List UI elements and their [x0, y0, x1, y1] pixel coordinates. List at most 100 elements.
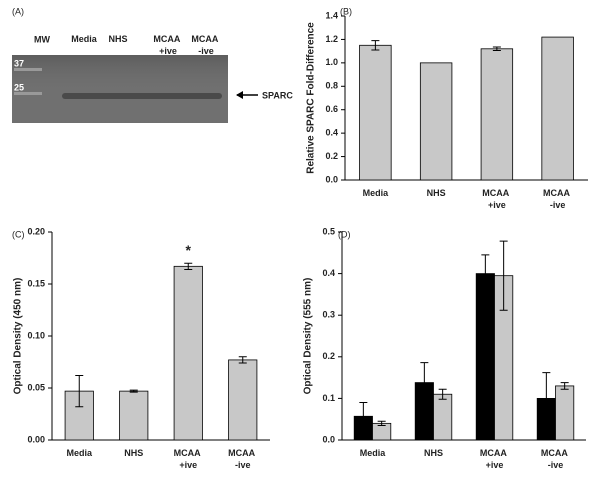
error-bar [371, 40, 380, 51]
label-line: MCAA [541, 448, 570, 458]
bar [419, 62, 453, 181]
error-bar [499, 240, 508, 311]
y-tick-label: 1.0 [325, 57, 338, 67]
error-bar [377, 420, 386, 426]
label-line: MCAA [153, 34, 182, 44]
y-tick-label: 0.00 [27, 434, 45, 444]
y-tick-label: 1.2 [325, 34, 338, 44]
error-bar [481, 254, 490, 293]
label-line: +ive [159, 46, 177, 56]
label-line: +ive [486, 460, 504, 470]
y-tick-label: 0.3 [322, 310, 335, 320]
lane-label: MCAA -ive [541, 448, 570, 470]
lane-label: MCAA +ive [482, 188, 511, 210]
panel-label: (A) [12, 6, 24, 16]
label-line: MCAA [174, 448, 203, 458]
error-bar [75, 375, 84, 408]
lane-label: Media [71, 34, 98, 44]
label-line: NHS [427, 188, 446, 198]
marker-label: 25 [14, 82, 24, 92]
error-bar [129, 389, 138, 393]
label-line: -ive [550, 200, 566, 210]
lane-label: Media [363, 188, 390, 198]
lane-label: MCAA +ive [153, 34, 182, 56]
label-line: -ive [198, 46, 214, 56]
lane-label: MCAA +ive [480, 448, 509, 470]
label-line: +ive [179, 460, 197, 470]
error-bar [438, 388, 447, 400]
y-tick-label: 0.20 [27, 226, 45, 236]
label-line: NHS [124, 448, 143, 458]
label-line: NHS [108, 34, 127, 44]
y-tick-label: 0.0 [322, 434, 335, 444]
label-line: MCAA [191, 34, 220, 44]
label-line: Media [66, 448, 93, 458]
y-tick-label: 0.8 [325, 81, 338, 91]
label-line: -ive [548, 460, 564, 470]
y-axis-title: Optical Density (450 nm) [13, 278, 24, 395]
marker-band [14, 92, 42, 95]
error-bar [492, 46, 501, 52]
lane-label: MCAA -ive [191, 34, 220, 56]
sparc-band [62, 93, 222, 99]
bar [228, 359, 258, 441]
y-tick-label: 0.05 [27, 382, 45, 392]
marker-band [14, 68, 42, 71]
label-line: Media [360, 448, 387, 458]
arrow-head [236, 91, 243, 99]
annotation: * [186, 242, 192, 258]
y-tick-label: 0.2 [322, 351, 335, 361]
label-line: +ive [488, 200, 506, 210]
y-tick-label: 0.4 [322, 268, 335, 278]
lane-label: NHS [424, 448, 443, 458]
blot-shade [12, 55, 228, 123]
band-label: SPARC [262, 90, 293, 100]
marker-header: MW [34, 34, 50, 44]
bar [475, 273, 495, 441]
error-bar [359, 402, 368, 431]
y-tick-label: 0.4 [325, 128, 338, 138]
label-line: -ive [235, 460, 251, 470]
y-tick-label: 0.6 [325, 104, 338, 114]
panel-label: (C) [12, 229, 25, 239]
label-line: Media [71, 34, 98, 44]
label-line: MCAA [228, 448, 257, 458]
lane-label: Media [360, 448, 387, 458]
error-bar [184, 262, 193, 270]
label-line: MCAA [482, 188, 511, 198]
bar [480, 48, 514, 181]
error-bar [238, 356, 247, 364]
panel-label: (B) [340, 6, 352, 16]
marker-label: 37 [14, 58, 24, 68]
y-tick-label: 0.1 [322, 393, 335, 403]
lane-label: NHS [108, 34, 127, 44]
bar [119, 390, 149, 441]
error-bar [542, 372, 551, 425]
y-axis-title: Optical Density (555 nm) [303, 278, 314, 395]
lane-label: MCAA -ive [543, 188, 572, 210]
y-tick-label: 1.4 [325, 10, 338, 20]
bar [173, 265, 203, 441]
bar [433, 393, 453, 441]
label-line: MCAA [480, 448, 509, 458]
lane-label: MCAA +ive [174, 448, 203, 470]
y-tick-label: 0.15 [27, 278, 45, 288]
bar [541, 36, 574, 181]
y-tick-label: 0.0 [325, 174, 338, 184]
error-bar [560, 382, 569, 390]
y-tick-label: 0.5 [322, 226, 335, 236]
lane-label: NHS [124, 448, 143, 458]
label-line: Media [363, 188, 390, 198]
bar [359, 44, 392, 181]
y-tick-label: 0.10 [27, 330, 45, 340]
lane-label: MCAA -ive [228, 448, 257, 470]
bar [555, 385, 575, 441]
y-tick-label: 0.2 [325, 151, 338, 161]
y-axis-title: Relative SPARC Fold-Difference [306, 22, 317, 174]
panel-label: (D) [338, 229, 351, 239]
error-bar [420, 362, 429, 404]
lane-label: Media [66, 448, 93, 458]
label-line: MCAA [543, 188, 572, 198]
label-line: NHS [424, 448, 443, 458]
